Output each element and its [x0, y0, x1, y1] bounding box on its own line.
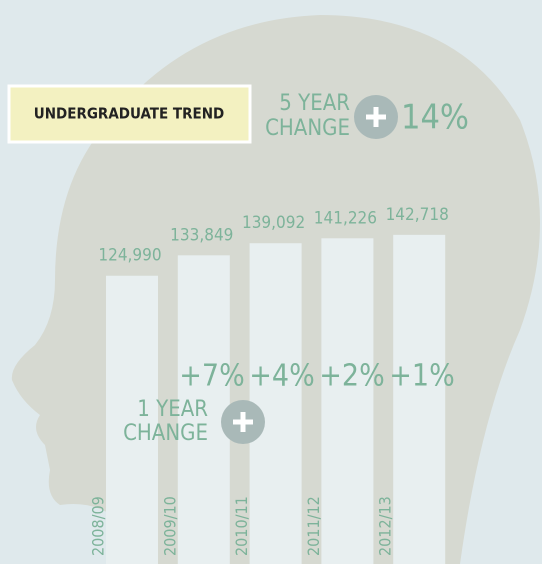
- one-year-label: CHANGE: [123, 421, 208, 446]
- one-year-label: 1 YEAR: [137, 397, 208, 422]
- bar: [249, 243, 302, 564]
- bars: 124,990 2008/09 133,849 2009/10 139,092 2010/…: [89, 205, 449, 564]
- x-tick-label: 2012/13: [376, 496, 395, 556]
- value-label: 142,718: [386, 205, 449, 225]
- plus-sign: [366, 107, 386, 127]
- one-year-change: +7%: [179, 359, 244, 394]
- chart-title: UNDERGRADUATE TREND: [34, 105, 224, 123]
- five-year-label: 5 YEAR: [279, 91, 350, 116]
- x-tick-label: 2010/11: [232, 496, 251, 556]
- x-tick-label: 2011/12: [304, 496, 323, 556]
- value-label: 124,990: [98, 246, 161, 266]
- title-box: [7, 84, 252, 144]
- bar: [106, 275, 158, 564]
- bar: [177, 255, 230, 564]
- value-label: 139,092: [242, 213, 305, 233]
- one-year-change: +4%: [249, 359, 314, 394]
- plus-sign: [233, 412, 253, 432]
- five-year-label: CHANGE: [265, 116, 350, 141]
- value-label: 141,226: [314, 208, 377, 228]
- x-tick-label: 2009/10: [160, 496, 179, 556]
- x-tick-label: 2008/09: [89, 496, 108, 556]
- one-year-change: +2%: [319, 359, 384, 394]
- bar: [321, 238, 374, 564]
- value-label: 133,849: [170, 225, 233, 245]
- five-year-value: 14%: [401, 98, 469, 138]
- one-year-change: +1%: [389, 359, 454, 394]
- bar: [393, 234, 446, 564]
